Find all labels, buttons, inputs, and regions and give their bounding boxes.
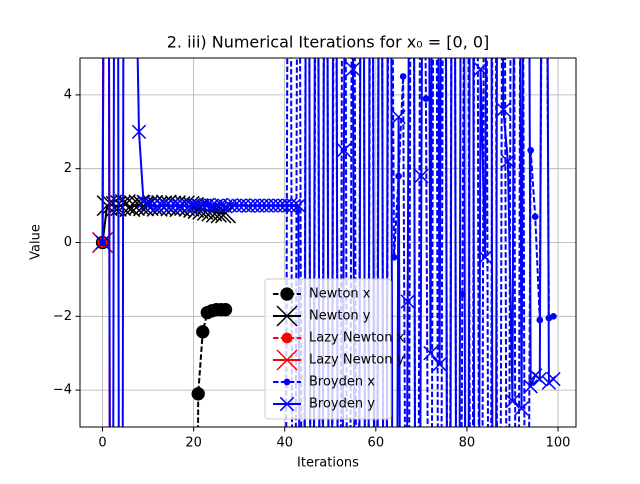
marker (514, 401, 529, 416)
x-tick-label: 80 (459, 436, 476, 451)
marker (283, 378, 291, 386)
ticks: 0 20 40 60 80 100 −4 −2 0 2 4 (53, 87, 571, 450)
marker (280, 287, 294, 301)
y-tick-label: 4 (64, 87, 72, 102)
marker (496, 102, 511, 117)
y-tick-label: −2 (53, 309, 72, 324)
marker (546, 371, 561, 387)
legend-label: Newton y (309, 309, 371, 324)
x-tick-label: 0 (98, 436, 106, 451)
marker (276, 349, 298, 371)
marker (276, 305, 298, 327)
y-tick-label: −4 (53, 383, 72, 398)
marker (291, 198, 306, 213)
marker (473, 61, 488, 77)
y-tick-label: 2 (64, 161, 72, 176)
marker (131, 124, 147, 140)
marker (286, 198, 302, 213)
series-line (101, 58, 555, 427)
marker (399, 73, 407, 80)
marker (400, 294, 415, 309)
marker (414, 168, 429, 184)
legend-label: Broyden y (309, 397, 375, 412)
marker (532, 371, 547, 387)
x-tick-label: 100 (546, 436, 571, 451)
marker (140, 196, 156, 211)
marker (191, 387, 205, 401)
legend-box (264, 278, 392, 420)
legend-label: Broyden x (309, 375, 375, 390)
marker (336, 143, 352, 158)
legend-label: Lazy Newton x (309, 331, 405, 346)
marker (550, 312, 557, 320)
legend-label: Lazy Newton y (309, 353, 405, 368)
marker (345, 61, 361, 77)
marker (531, 213, 539, 221)
marker (183, 196, 205, 218)
y-tick-label: 0 (64, 235, 72, 250)
y-axis-label: Value (29, 224, 44, 260)
marker (218, 302, 233, 317)
marker (391, 109, 406, 125)
x-tick-label: 20 (185, 436, 202, 451)
marker (281, 332, 293, 344)
series-line (285, 58, 554, 427)
x-tick-label: 60 (368, 436, 385, 451)
marker (477, 250, 493, 265)
marker (279, 396, 295, 412)
x-axis-label: Iterations (297, 456, 359, 471)
plot-area (92, 58, 561, 427)
marker (136, 194, 151, 210)
marker (95, 235, 110, 250)
legend-label: Newton x (309, 287, 371, 302)
marker (196, 325, 210, 339)
marker (505, 393, 520, 409)
marker (523, 379, 538, 394)
marker (500, 154, 516, 169)
legend: Newton x Newton y Lazy Newton x Lazy Newton… (264, 278, 405, 420)
marker (422, 95, 430, 102)
chart-title: 2. iii) Numerical Iterations for x₀ = [0… (167, 33, 490, 52)
marker (423, 345, 438, 361)
marker (432, 357, 447, 372)
x-tick-label: 40 (276, 436, 293, 451)
